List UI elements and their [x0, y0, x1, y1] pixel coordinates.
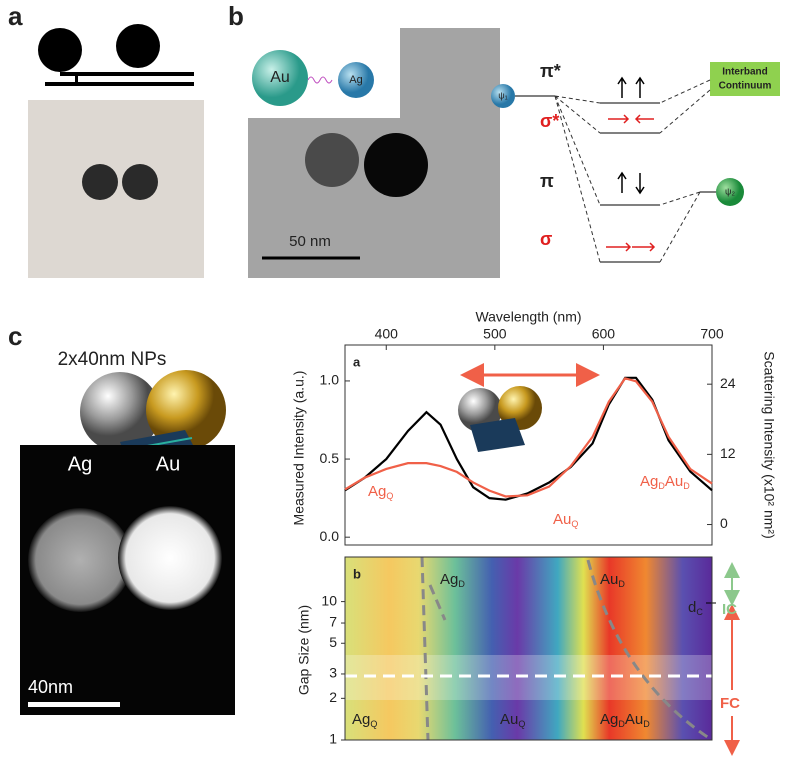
annotation-subscript: D — [658, 481, 665, 491]
scale-bar-label: 40nm — [28, 677, 73, 697]
ag-sphere — [338, 62, 374, 98]
annotation-text: Au — [553, 511, 571, 528]
y-tick-label: 5 — [329, 634, 337, 650]
annotation-text: Ag — [640, 473, 658, 490]
annotation-subscript: D — [618, 579, 625, 589]
inset-label: Ag — [349, 74, 362, 86]
x-axis-label: Wavelength (nm) — [475, 309, 581, 325]
y-tick-label: 0.0 — [320, 528, 340, 544]
annotation: AgQ — [368, 483, 393, 501]
annotation: FC — [720, 695, 740, 712]
particle — [122, 164, 158, 200]
annotation: dC — [688, 599, 703, 617]
x-tick-label: 600 — [592, 326, 616, 342]
x-tick-label: 500 — [483, 326, 507, 342]
particle — [82, 164, 118, 200]
plot-panel-label: b — [353, 566, 361, 581]
y2-tick-label: 24 — [720, 375, 736, 391]
orbital-label: π* — [540, 61, 561, 81]
annotation-text: Au — [625, 711, 643, 728]
y-tick-label: 1 — [329, 731, 337, 747]
scale-bar-label: 50 nm — [289, 233, 331, 250]
tem-label: Ag — [68, 453, 92, 475]
annotation: AuD — [600, 571, 625, 589]
y-tick-label: 2 — [329, 689, 337, 705]
panel-label: c — [8, 321, 22, 351]
annotation-text: d — [688, 599, 696, 616]
panel-label: a — [8, 1, 23, 31]
annotation-text: IC — [722, 601, 737, 618]
annotation: AgDAuD — [640, 473, 690, 491]
particle — [364, 133, 428, 197]
y-tick-label: 0.5 — [320, 450, 340, 466]
inset-label: Au — [270, 69, 290, 86]
y2-axis-label: Scattering Intensity (x10² nm²) — [761, 351, 777, 539]
annotation-subscript: D — [643, 719, 650, 729]
psi-label: ψ₂ — [725, 186, 735, 196]
y-tick-label: 7 — [329, 614, 337, 630]
particle — [305, 133, 359, 187]
particle — [28, 508, 132, 612]
annotation-text: FC — [720, 695, 740, 712]
y-tick-label: 3 — [329, 665, 337, 681]
annotation-subscript: Q — [518, 719, 525, 729]
annotation-subscript: D — [618, 719, 625, 729]
y2-tick-label: 0 — [720, 515, 728, 531]
plot-frame — [344, 344, 713, 546]
annotation-subscript: D — [458, 579, 465, 589]
annotation-subscript: Q — [370, 719, 377, 729]
annotation-subscript: C — [696, 607, 703, 617]
annotation-subscript: Q — [386, 491, 393, 501]
particle — [118, 506, 222, 610]
spectrum-inset — [458, 363, 600, 452]
annotation-text: Ag — [352, 711, 370, 728]
x-tick-label: 700 — [700, 326, 724, 342]
annotation-text: Ag — [368, 483, 386, 500]
annotation: AgQ — [352, 711, 377, 729]
x-tick-label: 400 — [375, 326, 399, 342]
au-sphere — [252, 50, 308, 106]
scale-bar — [28, 702, 120, 707]
series-line — [344, 376, 713, 501]
interband-label: Interband — [722, 67, 768, 78]
orbital-label: σ — [540, 229, 552, 249]
annotation: AuQ — [553, 511, 578, 529]
regime-arrows — [706, 562, 740, 756]
y-axis-label: Measured Intensity (a.u.) — [291, 371, 307, 526]
panel-title: 2x40nm NPs — [58, 349, 167, 370]
panel-label: b — [228, 1, 244, 31]
annotation-text: Ag — [600, 711, 618, 728]
annotation-text: Au — [665, 473, 683, 490]
annotation-text: Ag — [440, 571, 458, 588]
y-axis-label: Gap Size (nm) — [296, 605, 312, 695]
interband-label: Continuum — [719, 81, 772, 92]
psi-label: ψ₁ — [498, 90, 507, 100]
annotation: AuQ — [500, 711, 525, 729]
heatmap-image — [345, 556, 713, 742]
y-tick-label: 1.0 — [320, 372, 340, 388]
y2-tick-label: 12 — [720, 445, 736, 461]
annotation-text: Au — [500, 711, 518, 728]
annotation: IC — [722, 601, 737, 618]
tem-label: Au — [156, 453, 180, 475]
mo-diagram — [491, 62, 780, 263]
annotation: AgD — [440, 571, 465, 589]
linker — [307, 76, 333, 84]
dimer-schematic — [38, 24, 194, 86]
annotation-subscript: Q — [571, 519, 578, 529]
plot-frame — [344, 556, 713, 741]
y-tick-label: 10 — [321, 592, 337, 608]
annotation-text: Au — [600, 571, 618, 588]
annotation: AgDAuD — [600, 711, 650, 729]
orbital-label: π — [540, 171, 554, 191]
annotation-subscript: D — [683, 481, 690, 491]
plot-panel-label: a — [353, 354, 361, 369]
series-line — [344, 377, 713, 498]
orbital-label: σ* — [540, 111, 559, 131]
